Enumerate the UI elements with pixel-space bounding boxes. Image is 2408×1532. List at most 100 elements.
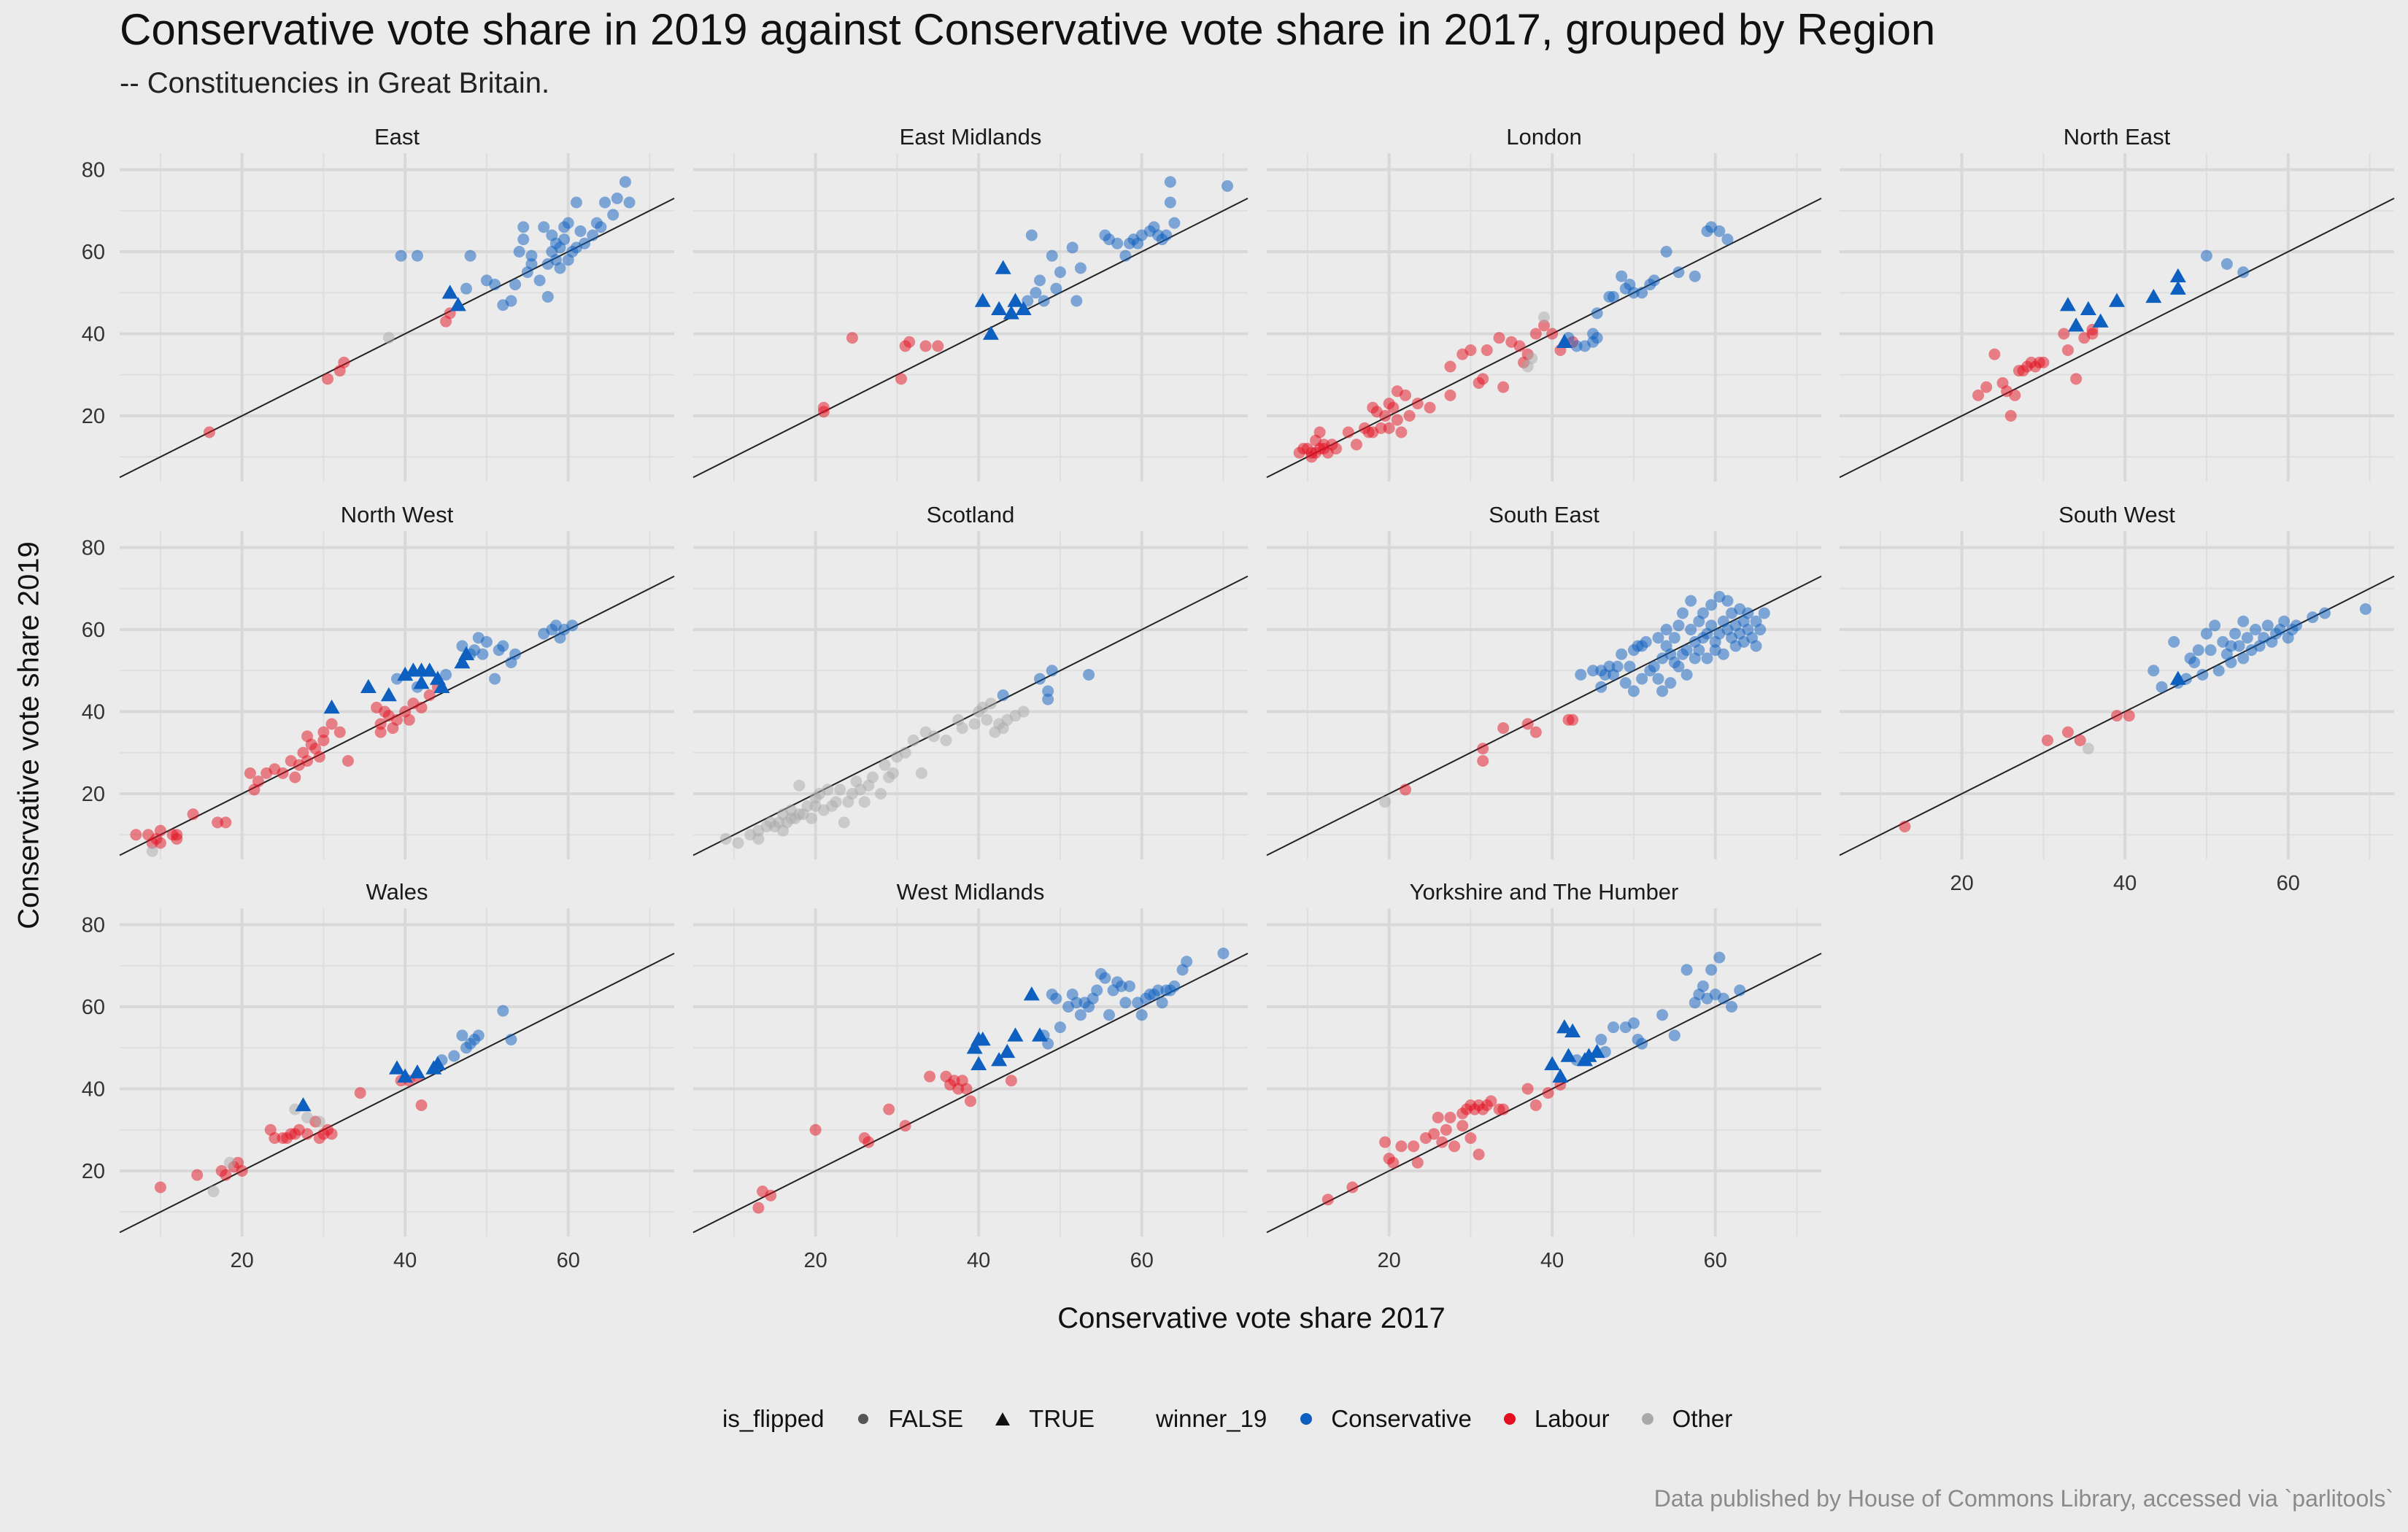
data-point (1395, 1140, 1408, 1153)
data-point (1350, 438, 1362, 451)
legend-shape-title: is_flipped (722, 1405, 825, 1432)
data-point (509, 648, 522, 660)
data-point (2225, 657, 2237, 668)
data-point (415, 1099, 428, 1111)
y-tick-label: 80 (82, 537, 105, 560)
data-point (1456, 1120, 1469, 1132)
data-point (1181, 956, 1193, 968)
data-point (1542, 1087, 1554, 1099)
data-point (1034, 274, 1046, 287)
data-point (887, 767, 899, 779)
facet-strip-label: Yorkshire and The Humber (1410, 879, 1679, 905)
data-point (899, 746, 911, 759)
data-point (1591, 332, 1603, 344)
data-point (391, 713, 403, 726)
data-point (203, 426, 215, 438)
data-point-flipped (397, 1068, 414, 1083)
data-point-flipped (1564, 1023, 1581, 1037)
data-point (1383, 422, 1395, 434)
data-point-flipped (2169, 280, 2186, 295)
data-point (1521, 360, 1534, 373)
data-point (2233, 640, 2245, 652)
data-point (1135, 1009, 1148, 1021)
data-point (1485, 1095, 1497, 1107)
chart-title: Conservative vote share in 2019 against … (120, 5, 1936, 54)
data-point (1680, 644, 1693, 657)
data-point (765, 1189, 777, 1202)
data-point (1042, 693, 1054, 705)
data-point-flipped (421, 662, 438, 677)
data-point-flipped (995, 260, 1011, 274)
data-point (1448, 1140, 1461, 1153)
data-point (1672, 619, 1685, 632)
x-tick-label: 40 (393, 1249, 417, 1272)
reference-line (119, 952, 675, 1234)
data-point (562, 217, 574, 229)
facet-panel-wales: Wales 20 40 60 80 20 40 60 (82, 879, 675, 1272)
data-point (2200, 627, 2212, 640)
data-point (899, 1120, 911, 1132)
data-point (1587, 665, 1599, 677)
triangle-marker-icon (995, 1412, 1011, 1425)
data-point (1497, 381, 1510, 393)
facet-panel-london: London (1266, 124, 1822, 481)
data-point (1750, 640, 1762, 652)
data-point (1074, 1009, 1087, 1021)
data-point (244, 767, 256, 779)
data-point (1432, 1111, 1444, 1123)
data-point (1477, 373, 1489, 385)
data-point (574, 225, 587, 237)
facet-panel-yorkshire-and-the-humber: Yorkshire and The Humber 20 40 60 (1266, 879, 1822, 1272)
facet-panel-east-midlands: East Midlands (692, 124, 1249, 481)
data-point (2204, 644, 2217, 657)
data-point (187, 808, 199, 821)
data-point-flipped (380, 687, 397, 702)
labour-dot-icon (1503, 1413, 1516, 1425)
data-point (595, 221, 607, 233)
x-tick-label: 60 (557, 1249, 580, 1272)
legend-label-false: FALSE (888, 1405, 964, 1432)
data-point (1330, 443, 1342, 454)
data-point (1030, 287, 1042, 299)
y-tick-label: 60 (82, 619, 105, 642)
data-point (1066, 241, 1078, 254)
data-point-flipped (974, 1032, 991, 1046)
data-point (1400, 389, 1411, 401)
data-point-flipped (2169, 268, 2186, 282)
data-point (1616, 270, 1628, 282)
data-point (566, 619, 579, 632)
data-point (1444, 360, 1456, 373)
data-point (940, 734, 952, 746)
x-tick-label: 40 (967, 1249, 990, 1272)
data-point (2241, 632, 2253, 644)
legend-item-other: Other (1640, 1405, 1733, 1433)
data-point (579, 237, 591, 249)
y-tick-label: 20 (82, 1160, 105, 1183)
data-point (858, 796, 871, 808)
data-point (1595, 681, 1608, 693)
legend-label-other: Other (1672, 1405, 1733, 1432)
data-point (538, 221, 550, 233)
data-point (146, 845, 158, 857)
data-point-flipped (2169, 670, 2186, 685)
data-point (517, 233, 530, 246)
data-point (997, 689, 1009, 701)
data-point (509, 279, 522, 290)
data-point (497, 1005, 509, 1017)
data-point (1346, 1181, 1359, 1194)
data-point (1668, 1029, 1680, 1042)
data-point (223, 1156, 236, 1169)
data-point (817, 401, 830, 414)
data-point (130, 829, 142, 841)
facet-strip-label: North East (2064, 124, 2171, 150)
data-point (965, 1095, 976, 1107)
data-point (1054, 1021, 1066, 1034)
data-point (1636, 287, 1648, 299)
data-point (1611, 660, 1624, 673)
data-point (382, 332, 395, 344)
data-point (801, 800, 814, 812)
data-point (924, 1070, 936, 1083)
data-point-flipped (1023, 986, 1040, 1001)
data-point-flipped (1032, 1027, 1048, 1042)
data-point (846, 332, 858, 344)
